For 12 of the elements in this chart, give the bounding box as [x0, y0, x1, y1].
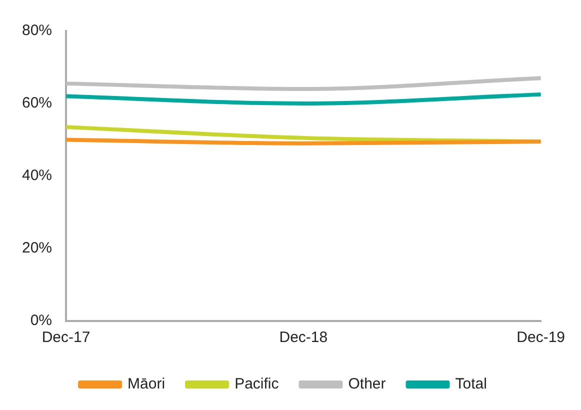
x-tick-label: Dec-17	[42, 329, 90, 346]
legend-label: Total	[455, 376, 487, 393]
y-tick-label: 0%	[30, 312, 52, 330]
x-tick-label: Dec-18	[279, 329, 328, 346]
y-tick-label: 40%	[22, 167, 52, 184]
x-tick-label: Dec-19	[516, 329, 565, 346]
y-tick-label: 20%	[22, 240, 52, 257]
legend-label: Pacific	[234, 376, 280, 393]
y-tick-label: 60%	[22, 94, 52, 112]
y-tick-label: 80%	[22, 22, 52, 40]
legend-label: Māori	[128, 376, 166, 393]
legend-label: Other	[348, 376, 386, 393]
